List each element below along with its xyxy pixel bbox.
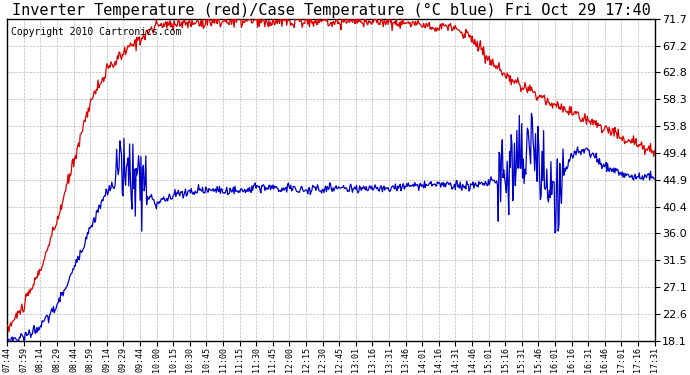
- Text: Copyright 2010 Cartronics.com: Copyright 2010 Cartronics.com: [10, 27, 181, 37]
- Title: Inverter Temperature (red)/Case Temperature (°C blue) Fri Oct 29 17:40: Inverter Temperature (red)/Case Temperat…: [12, 3, 650, 18]
